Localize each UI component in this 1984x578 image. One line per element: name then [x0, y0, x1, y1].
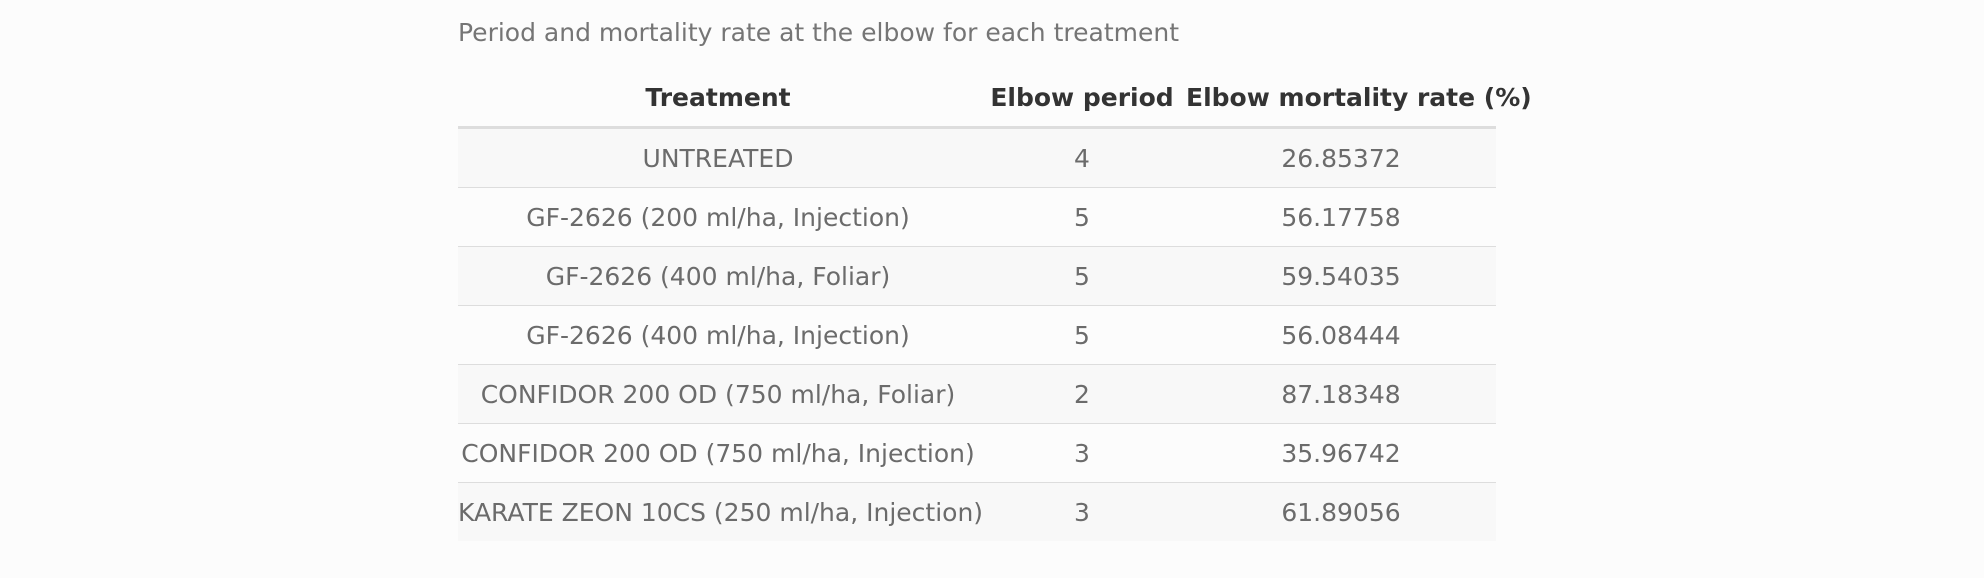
mortality-rate-cell: 35.96742: [1186, 423, 1496, 483]
table-row: GF-2626 (200 ml/ha, Injection) 5 56.1775…: [458, 187, 1496, 247]
results-table: Treatment Elbow period Elbow mortality r…: [458, 68, 1532, 541]
treatment-cell: KARATE ZEON 10CS (250 ml/ha, Injection): [458, 482, 983, 541]
elbow-period-cell: 5: [978, 187, 1186, 247]
table-body: UNTREATED 4 26.85372 GF-2626 (200 ml/ha,…: [458, 127, 1496, 541]
elbow-period-cell: 4: [978, 127, 1186, 188]
table-row: KARATE ZEON 10CS (250 ml/ha, Injection) …: [458, 482, 1496, 541]
table-row: CONFIDOR 200 OD (750 ml/ha, Foliar) 2 87…: [458, 364, 1496, 424]
column-header-elbow-period: Elbow period: [978, 68, 1186, 129]
treatment-cell: CONFIDOR 200 OD (750 ml/ha, Injection): [458, 423, 978, 483]
table-row: CONFIDOR 200 OD (750 ml/ha, Injection) 3…: [458, 423, 1496, 483]
table-row: GF-2626 (400 ml/ha, Foliar) 5 59.54035: [458, 246, 1496, 306]
mortality-rate-cell: 56.08444: [1186, 305, 1496, 365]
elbow-period-cell: 3: [978, 423, 1186, 483]
elbow-period-cell: 3: [978, 482, 1186, 541]
mortality-rate-cell: 61.89056: [1186, 482, 1496, 541]
treatment-cell: GF-2626 (400 ml/ha, Injection): [458, 305, 978, 365]
mortality-rate-cell: 59.54035: [1186, 246, 1496, 306]
treatment-cell: UNTREATED: [458, 127, 978, 188]
elbow-period-cell: 5: [978, 246, 1186, 306]
mortality-rate-cell: 26.85372: [1186, 127, 1496, 188]
elbow-period-cell: 2: [978, 364, 1186, 424]
table-caption: Period and mortality rate at the elbow f…: [458, 18, 1179, 47]
mortality-rate-cell: 56.17758: [1186, 187, 1496, 247]
table-row: UNTREATED 4 26.85372: [458, 127, 1496, 188]
table-header: Treatment Elbow period Elbow mortality r…: [458, 68, 1532, 129]
column-header-elbow-mortality-rate: Elbow mortality rate (%): [1186, 68, 1532, 129]
treatment-cell: GF-2626 (400 ml/ha, Foliar): [458, 246, 978, 306]
treatment-cell: GF-2626 (200 ml/ha, Injection): [458, 187, 978, 247]
treatment-cell: CONFIDOR 200 OD (750 ml/ha, Foliar): [458, 364, 978, 424]
elbow-period-cell: 5: [978, 305, 1186, 365]
header-row: Treatment Elbow period Elbow mortality r…: [458, 68, 1532, 129]
table-row: GF-2626 (400 ml/ha, Injection) 5 56.0844…: [458, 305, 1496, 365]
column-header-treatment: Treatment: [458, 68, 978, 129]
mortality-rate-cell: 87.18348: [1186, 364, 1496, 424]
